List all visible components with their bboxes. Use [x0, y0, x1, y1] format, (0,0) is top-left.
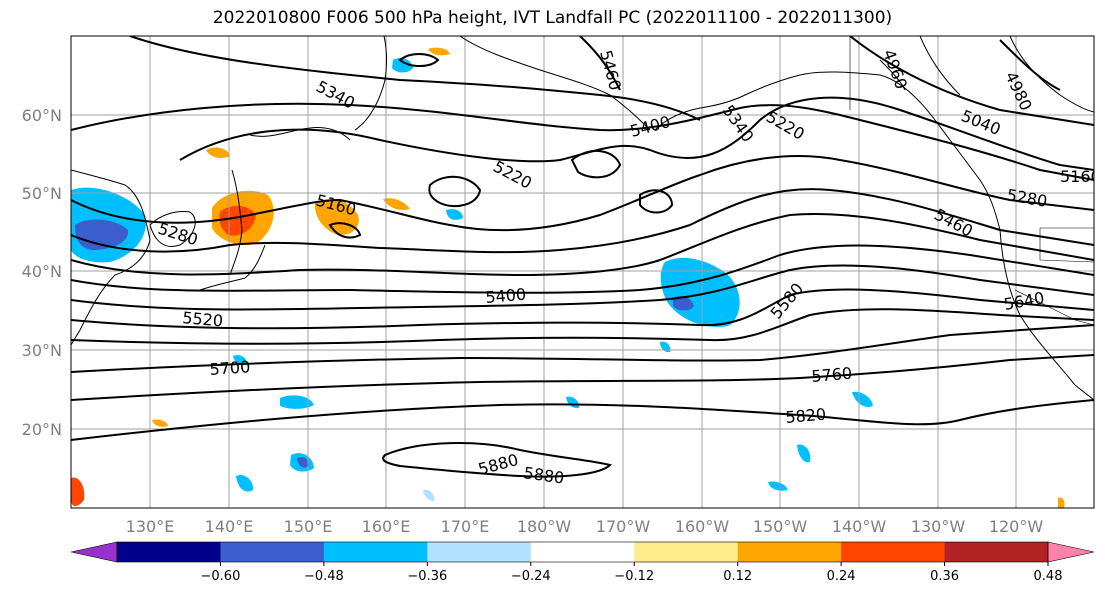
lat-label: 40°N [22, 262, 62, 281]
colorbar-tick-label: −0.48 [304, 569, 344, 584]
contour-5280 [71, 155, 1094, 232]
ivt-positive-shading [71, 47, 1065, 508]
lon-label: 140°W [832, 517, 887, 536]
contour-5160-closed [639, 189, 674, 214]
ivt-weak-negative-region [423, 489, 435, 501]
colorbar-tick-label: −0.36 [407, 569, 447, 584]
contour-label: 5160 [1060, 167, 1101, 186]
lat-label: 20°N [22, 420, 62, 439]
map-border [70, 35, 1095, 509]
ivt-positive-region [314, 199, 359, 235]
contour-5160-closed-2 [328, 222, 362, 239]
lon-label: 130°E [126, 517, 175, 536]
ivt-positive-region [1058, 497, 1065, 508]
contour-5340 [71, 188, 1094, 254]
contour-5820 [71, 399, 1094, 441]
contour-5340-north [129, 36, 701, 121]
colorbar-tick-label: −0.12 [614, 569, 654, 584]
ivt-negative-region [660, 341, 671, 353]
colorbar-segment [220, 542, 325, 562]
contour-5400-upper [71, 102, 1094, 181]
colorbar-tick-label: −0.60 [201, 569, 241, 584]
map-title: 2022010800 F006 500 hPa height, IVT Land… [212, 8, 893, 28]
contour-5640 [71, 308, 1094, 345]
colorbar-extend-low [70, 541, 118, 563]
ivt-negative-region [280, 395, 314, 409]
latitude-labels: 20°N 30°N 40°N 50°N 60°N [22, 106, 62, 439]
colorbar-tick-label: 0.24 [827, 569, 856, 584]
contour-closed-north [398, 53, 440, 67]
ivt-negative-region [233, 355, 247, 365]
colorbar-outline [116, 541, 1049, 563]
ivt-positive-region [206, 147, 230, 158]
contour-5400 [71, 213, 1094, 277]
contour-label: 5400 [485, 285, 527, 307]
colorbar-segment [841, 542, 946, 562]
ivt-positive-region [428, 47, 450, 56]
ivt-strong-negative-region [75, 219, 129, 250]
lat-label: 50°N [22, 184, 62, 203]
lon-label: 130°W [911, 517, 966, 536]
colorbar-tick-label: 0.36 [930, 569, 959, 584]
graticule [71, 36, 1094, 508]
ivt-strong-positive-region [71, 477, 85, 506]
ivt-strong-positive-region [219, 205, 256, 236]
contour-5220 [179, 96, 1094, 171]
contour-5460 [71, 244, 1094, 294]
colorbar-segment [323, 542, 428, 562]
contour-5280-closed [428, 175, 482, 208]
ivt-strong-negative-region [673, 295, 694, 311]
colorbar-segment [530, 542, 635, 562]
colorbar-segment [117, 542, 221, 562]
ivt-negative-region [446, 209, 463, 220]
longitude-labels: 130°E 140°E 150°E 160°E 170°E 180°W 170°… [126, 517, 1044, 536]
contour-5880-closed [382, 442, 612, 478]
ivt-negative-region [236, 474, 254, 492]
contour-label: 5520 [182, 308, 224, 330]
contour-4980 [999, 39, 1061, 91]
colorbar: −0.60 −0.48 −0.36 −0.24 −0.12 0.12 0.24 0.36 0.4… [70, 541, 1095, 584]
lat-label: 30°N [22, 341, 62, 360]
ivt-positive-region [152, 419, 168, 427]
colorbar-segment [737, 542, 842, 562]
ivt-negative-region [392, 57, 413, 73]
lon-label: 150°E [284, 517, 333, 536]
contour-5700 [71, 324, 1094, 373]
lon-label: 170°W [596, 517, 651, 536]
colorbar-extend-high [1047, 541, 1095, 563]
contour-5580 [71, 288, 1094, 330]
ivt-positive-region [383, 198, 410, 210]
colorbar-tick-label: 0.48 [1034, 569, 1063, 584]
ivt-negative-region [797, 444, 811, 463]
lon-label: 150°W [753, 517, 808, 536]
ivt-strong-negative-region [297, 457, 310, 468]
lon-label: 160°W [675, 517, 730, 536]
colorbar-segment [427, 542, 532, 562]
contour-label: 5700 [209, 357, 251, 379]
ivt-negative-region [768, 481, 788, 491]
lat-label: 60°N [22, 106, 62, 125]
lon-label: 180°W [517, 517, 572, 536]
colorbar-segment [634, 542, 739, 562]
height-contours [71, 36, 1094, 478]
contour-5520 [71, 264, 1094, 311]
contour-label: 5760 [811, 364, 853, 386]
coastlines [71, 36, 1094, 401]
contour-5220-closed [570, 149, 622, 179]
colorbar-segment [944, 542, 1049, 562]
lon-label: 120°W [989, 517, 1044, 536]
contour-label: 5820 [785, 405, 827, 427]
lon-label: 160°E [362, 517, 411, 536]
lon-label: 170°E [441, 517, 490, 536]
colorbar-tick-label: 0.12 [723, 569, 752, 584]
contour-5040 [849, 36, 1094, 126]
lon-label: 140°E [205, 517, 254, 536]
contour-5460-north [579, 36, 621, 91]
ivt-negative-region [852, 391, 873, 407]
colorbar-tick-label: −0.24 [511, 569, 551, 584]
contour-5760 [71, 354, 1094, 401]
